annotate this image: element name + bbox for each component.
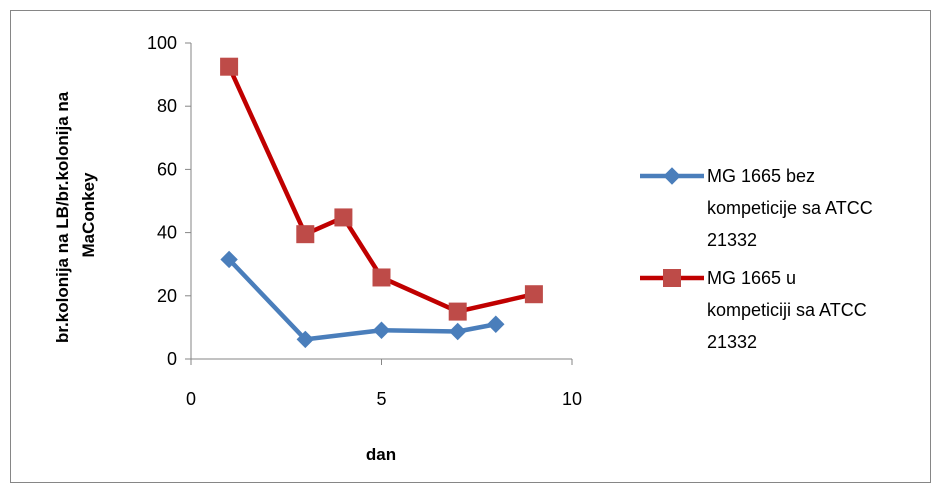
y-tick-label: 20 <box>157 286 177 306</box>
series-2-point <box>220 57 239 76</box>
x-tick-label: 0 <box>186 389 196 409</box>
legend-label-line: kompeticiji sa ATCC <box>707 300 867 320</box>
y-axis-title: br.kolonija na LB/br.kolonija na MaConke… <box>53 87 98 343</box>
x-tick-label: 10 <box>562 389 582 409</box>
legend-item-2: MG 1665 u kompeticiji sa ATCC 21332 <box>640 268 867 352</box>
series-2-point <box>524 285 543 304</box>
series-1-point <box>448 322 467 341</box>
x-tick-label: 5 <box>376 389 386 409</box>
legend-item-1: MG 1665 bez kompeticije sa ATCC 21332 <box>640 166 873 250</box>
series-2-point <box>372 268 391 287</box>
series-1-point <box>220 250 238 269</box>
series-2-line <box>226 64 537 314</box>
legend-swatch-marker <box>663 167 681 185</box>
y-tick-label: 100 <box>147 33 177 53</box>
x-axis-title: dan <box>366 445 396 464</box>
series-2-point <box>296 225 315 244</box>
axes: 0 20 40 60 80 100 0 5 10 <box>147 33 582 409</box>
series-1 <box>220 250 505 349</box>
legend-swatch-marker <box>663 269 681 287</box>
series-1-point <box>487 315 505 333</box>
series-2 <box>220 57 543 321</box>
y-tick-label: 40 <box>157 223 177 243</box>
y-axis-title-line-1: br.kolonija na LB/br.kolonija na <box>53 91 72 343</box>
legend-label-line: kompeticije sa ATCC <box>707 198 873 218</box>
legend-label-line: MG 1665 bez <box>707 166 815 186</box>
series-layer <box>220 57 543 349</box>
legend-label-line: MG 1665 u <box>707 268 796 288</box>
y-tick-label: 60 <box>157 159 177 179</box>
series-1-point <box>296 330 315 349</box>
chart-border <box>10 10 931 483</box>
series-2-point <box>334 208 353 227</box>
series-1-point <box>372 321 391 339</box>
y-tick-label: 0 <box>167 349 177 369</box>
y-axis-title-line-2: MaConkey <box>79 172 98 258</box>
legend-label-line: 21332 <box>707 230 757 250</box>
y-tick-label: 80 <box>157 96 177 116</box>
legend-label-line: 21332 <box>707 332 757 352</box>
series-2-point <box>448 302 467 321</box>
